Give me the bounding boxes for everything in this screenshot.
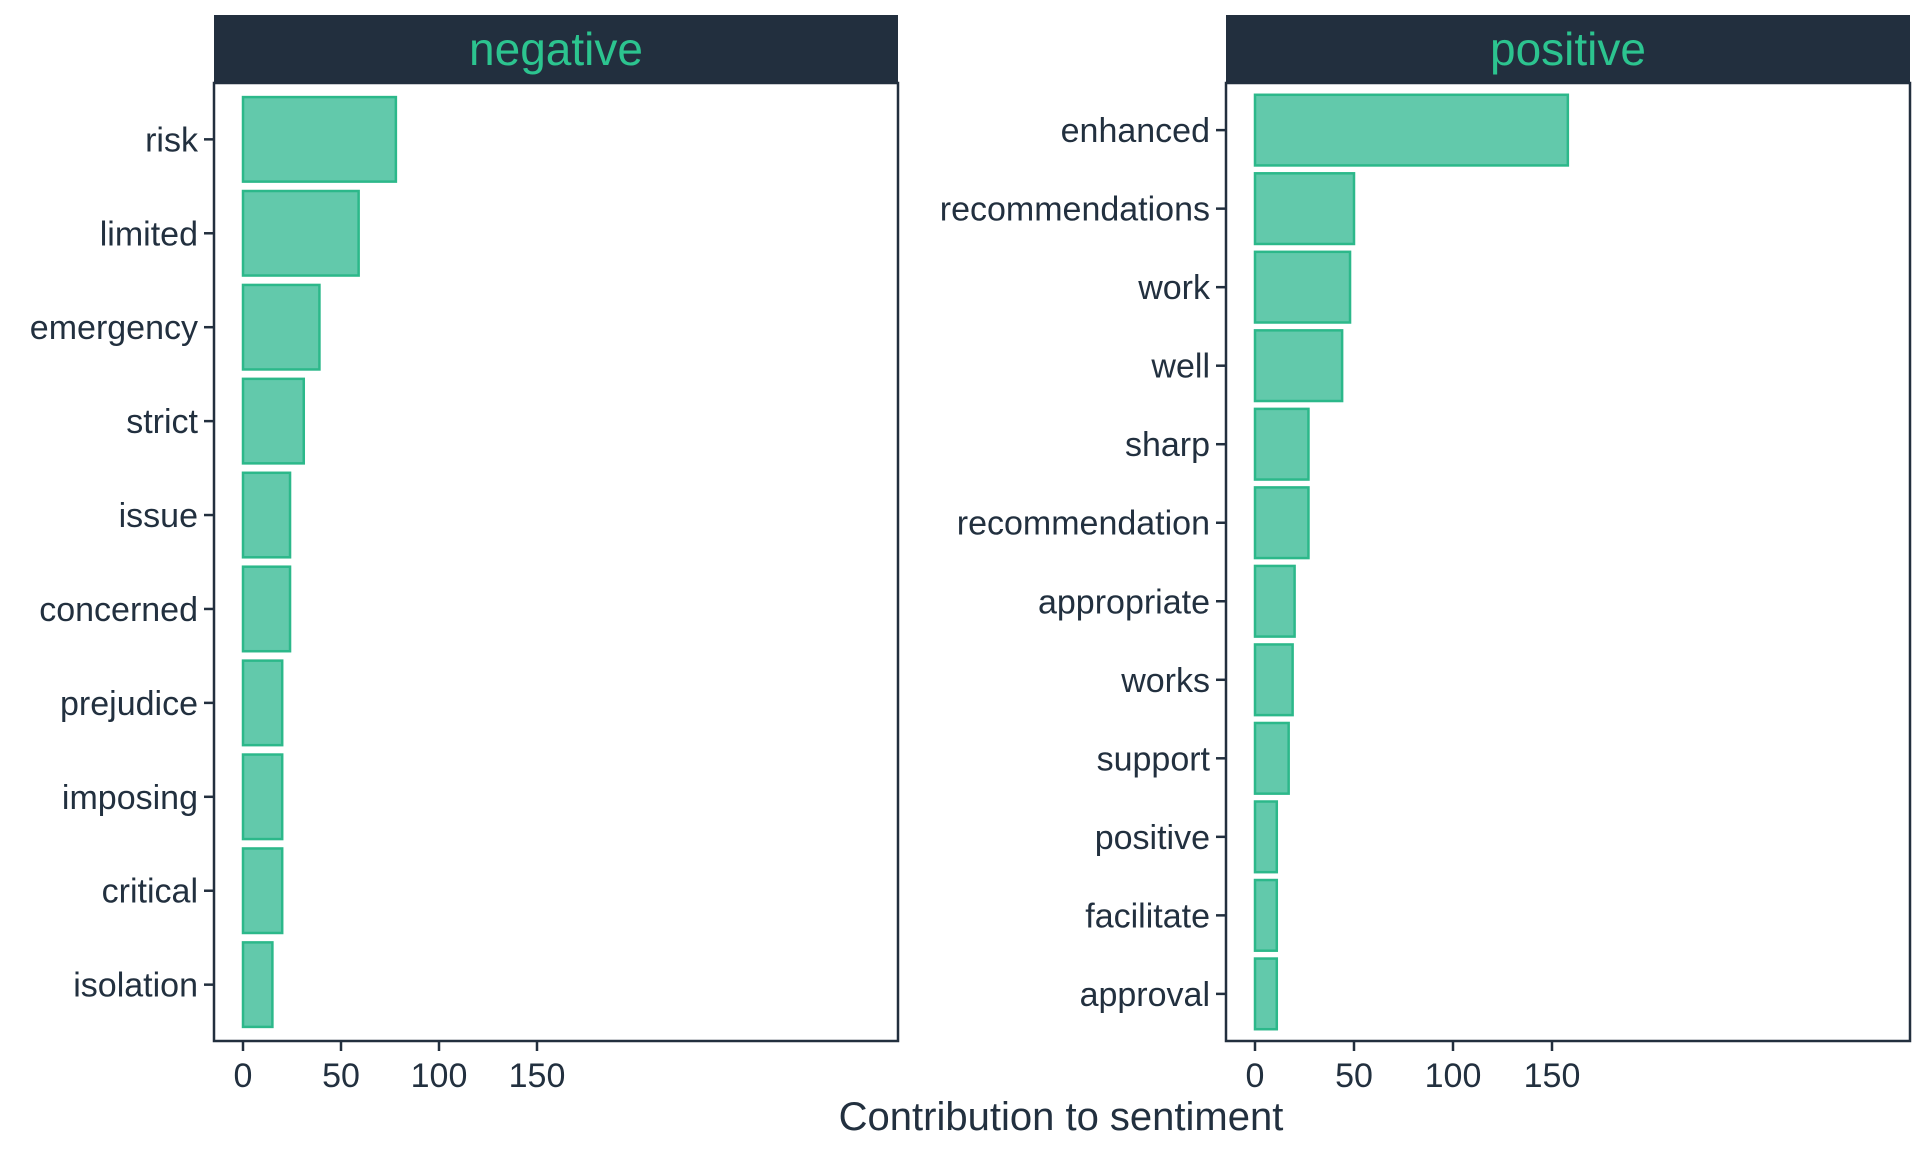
panel-negative: negative risk limited emergency strict issue c… <box>30 15 900 1095</box>
category-label: issue <box>119 497 198 535</box>
bar-limited <box>241 189 360 277</box>
x-tick-label: 150 <box>1524 1057 1581 1095</box>
bar-imposing <box>241 753 284 841</box>
category-label: prejudice <box>60 685 198 723</box>
category-label: isolation <box>73 967 198 1005</box>
bar-well <box>1253 329 1344 403</box>
category-label: positive <box>1095 819 1210 857</box>
facet-strip <box>1226 15 1910 83</box>
category-label: limited <box>100 215 198 253</box>
bar-facilitate <box>1253 878 1279 952</box>
panel-border <box>1224 81 1912 1043</box>
bar-recommendations <box>1253 172 1356 246</box>
bar-strict <box>241 377 306 465</box>
facet-strip <box>214 15 898 83</box>
category-label: strict <box>126 403 198 441</box>
x-tick-label: 0 <box>1246 1057 1265 1095</box>
x-tick-label: 50 <box>1335 1057 1373 1095</box>
category-label: support <box>1097 740 1211 778</box>
panel-border <box>212 81 900 1043</box>
bar-support <box>1253 721 1290 795</box>
category-label: appropriate <box>1038 583 1210 621</box>
category-label: facilitate <box>1085 897 1210 935</box>
category-label: sharp <box>1125 426 1210 464</box>
x-tick-label: 0 <box>234 1057 253 1095</box>
facet-strip-label: negative <box>469 23 643 75</box>
panel-positive: positive enhanced recommendations work well s… <box>940 15 1912 1095</box>
x-tick-label: 100 <box>1425 1057 1482 1095</box>
category-label: enhanced <box>1061 112 1210 150</box>
bar-risk <box>241 95 398 183</box>
bar-enhanced <box>1253 93 1570 167</box>
category-label: risk <box>145 121 199 159</box>
category-label: works <box>1120 662 1210 700</box>
bar-works <box>1253 643 1294 717</box>
bar-sharp <box>1253 407 1310 481</box>
bar-emergency <box>241 283 321 371</box>
bar-issue <box>241 471 292 559</box>
category-label: emergency <box>30 309 198 347</box>
category-label: approval <box>1080 976 1210 1014</box>
category-label: recommendations <box>940 191 1210 229</box>
bar-critical <box>241 847 284 935</box>
bar-recommendation <box>1253 486 1310 560</box>
bar-concerned <box>241 565 292 653</box>
category-label: recommendation <box>957 505 1210 543</box>
facet-strip-label: positive <box>1490 23 1646 75</box>
bar-work <box>1253 250 1352 324</box>
category-label: concerned <box>39 591 198 629</box>
category-label: well <box>1150 348 1210 386</box>
bar-isolation <box>241 941 274 1029</box>
category-label: imposing <box>62 779 198 817</box>
bar-positive <box>1253 800 1279 874</box>
category-label: work <box>1137 269 1211 307</box>
x-tick-label: 150 <box>509 1057 566 1095</box>
bar-prejudice <box>241 659 284 747</box>
bar-approval <box>1253 957 1279 1031</box>
x-axis-title: Contribution to sentiment <box>839 1095 1284 1139</box>
x-tick-label: 100 <box>411 1057 468 1095</box>
chart-panels: negative risk limited emergency strict issue c… <box>30 15 1912 1095</box>
category-label: critical <box>102 873 198 911</box>
bar-appropriate <box>1253 564 1296 638</box>
x-tick-label: 50 <box>322 1057 360 1095</box>
